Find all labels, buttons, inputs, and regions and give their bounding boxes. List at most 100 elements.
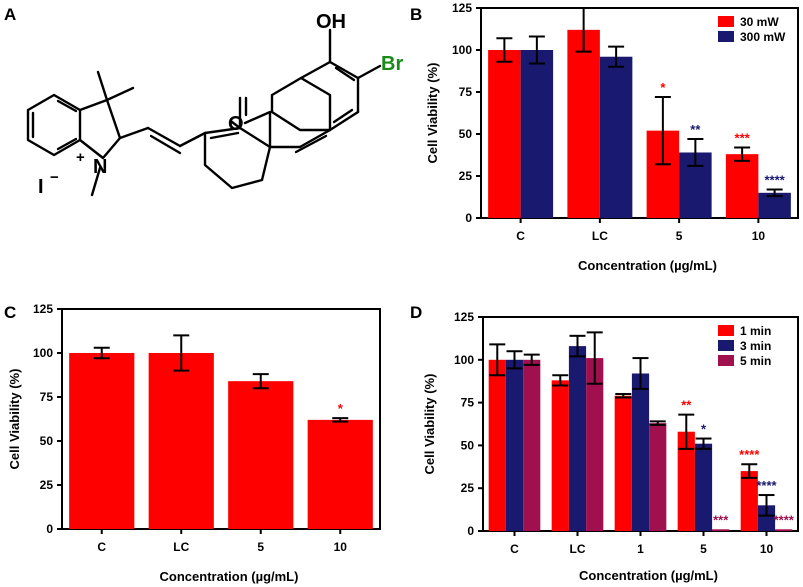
panel-d-significance: **** [756, 478, 777, 493]
panel-b-legend-swatch [718, 16, 734, 27]
panel-d-ytick-label: 100 [454, 353, 474, 367]
panel-b-legend-swatch [718, 31, 734, 42]
panel-d-xlabel: Concentration (µg/mL) [579, 568, 718, 583]
panel-b-ytick-label: 100 [452, 43, 472, 57]
panel-c-xtick-label: 5 [257, 540, 264, 554]
panel-b-significance: *** [735, 130, 751, 145]
panel-b-significance: **** [764, 172, 785, 187]
panel-d-bar [614, 395, 632, 531]
plus-charge: + [76, 149, 85, 166]
panel-d-bars: ****************** [488, 331, 795, 531]
hydroxyl-label: OH [316, 11, 346, 33]
panel-c-ytick-label: 50 [40, 434, 54, 448]
panel-a-label: A [4, 5, 16, 24]
panel-c-xtick-label: 10 [334, 540, 348, 554]
panel-d-legend-swatch [718, 340, 734, 351]
panel-d-bar [505, 359, 524, 531]
panel-b-xlabel: Concentration (µg/mL) [578, 258, 717, 273]
panel-d-bar [712, 529, 730, 531]
panel-b-bar [725, 154, 759, 218]
structure-bonds [26, 28, 382, 197]
minus-charge: − [50, 169, 59, 186]
iodide-label: I [38, 176, 44, 198]
panel-d-ytick-label: 25 [461, 481, 475, 495]
panel-b-ytick-label: 0 [465, 211, 472, 225]
panel-b-ytick-label: 125 [452, 1, 472, 15]
panel-d-label: D [410, 303, 422, 322]
panel-d-bar [677, 431, 695, 531]
panel-d-bar [757, 505, 776, 531]
panel-d-xtick-label: LC [570, 542, 586, 556]
panel-b-xtick-label: 10 [752, 229, 766, 243]
panel-d-significance: **** [774, 512, 795, 527]
panel-b-significance: * [660, 80, 666, 95]
panel-d-bar [631, 373, 650, 531]
panel-d-bar [488, 359, 506, 531]
panel-a-structure: A [4, 5, 403, 198]
panel-c-ytick-label: 100 [33, 346, 53, 360]
panel-d-axes: 0 25 50 75 100 125 Cell Viability (%) Concentra… [422, 310, 799, 583]
panel-c-ytick-label: 75 [40, 390, 54, 404]
panel-b-xtick-label: LC [592, 229, 608, 243]
panel-b-axes: 0 25 50 75 100 125 Cell Viability (%) Concentra… [425, 1, 799, 273]
panel-b-bar [599, 56, 633, 218]
panel-d-bar [551, 380, 569, 531]
panel-c-bar [228, 381, 294, 529]
panel-d-xtick-label: 5 [700, 542, 707, 556]
panel-b-bar [488, 50, 521, 218]
panel-b-xtick-label: C [516, 229, 525, 243]
panel-d-xtick-label: 1 [637, 542, 644, 556]
panel-d-legend-swatch [718, 355, 734, 366]
panel-c-axes: 0 25 50 75 100 125 Cell Viability (%) Concentra… [7, 302, 381, 584]
panel-c-xtick-label: LC [173, 540, 189, 554]
panel-d-bar [649, 423, 667, 531]
bromine-label: Br [381, 53, 403, 75]
panel-d-legend-label: 5 min [740, 354, 771, 368]
panel-d-bar [740, 471, 758, 531]
panel-c-significance: * [338, 401, 344, 416]
panel-d-ytick-label: 125 [454, 310, 474, 324]
panel-d-significance: *** [713, 512, 729, 527]
panel-c-xlabel: Concentration (µg/mL) [160, 569, 299, 584]
panel-b-plot-frame [480, 7, 799, 219]
panel-d-significance: **** [739, 447, 760, 462]
panel-c-xtick-label: C [97, 540, 106, 554]
panel-b-bars: ********** [488, 7, 791, 219]
panel-b-ylabel: Cell Viability (%) [425, 63, 440, 164]
panel-d-xtick-label: C [510, 542, 519, 556]
panel-c-ytick-label: 125 [33, 302, 53, 316]
panel-b-xtick-label: 5 [676, 229, 683, 243]
panel-d-ylabel: Cell Viability (%) [422, 374, 437, 475]
panel-d-legend-label: 3 min [740, 339, 771, 353]
panel-d-bar [694, 443, 713, 531]
panel-c-chart: C 0 25 50 75 100 125 Cell Viability (%) Concent… [4, 302, 381, 584]
panel-d-xtick-label: 10 [760, 542, 774, 556]
panel-b-ytick-label: 50 [459, 127, 473, 141]
panel-d-bar [586, 358, 604, 531]
panel-d-bar [523, 359, 541, 531]
panel-d-legend-label: 1 min [740, 324, 771, 338]
panel-d-bar [775, 529, 793, 531]
panel-c-plot-frame [61, 308, 381, 530]
panel-c-ylabel: Cell Viability (%) [7, 369, 22, 470]
panel-c-bars: * [69, 334, 373, 529]
panel-b-legend-label: 300 mW [740, 30, 786, 44]
panel-d-significance: * [701, 422, 707, 437]
panel-d-chart: D 0 25 50 75 100 125 Cell Viability (%) Concent… [410, 303, 799, 583]
oxygen-label: O [228, 113, 244, 135]
panel-b-bar [520, 50, 554, 218]
panel-d-ytick-label: 50 [461, 438, 475, 452]
panel-c-bar [307, 419, 373, 529]
panel-d-significance: ** [681, 398, 692, 413]
panel-b-chart: B 0 25 50 75 100 125 Cell Viability (%) Concent… [410, 1, 799, 273]
nitrogen-label: N [93, 156, 107, 178]
panel-b-ytick-label: 75 [459, 85, 473, 99]
panel-d-ytick-label: 0 [467, 524, 474, 538]
panel-b-label: B [410, 5, 422, 24]
panel-b-ytick-label: 25 [459, 169, 473, 183]
panel-d-bar [568, 346, 587, 531]
panel-c-ytick-label: 0 [46, 522, 53, 536]
